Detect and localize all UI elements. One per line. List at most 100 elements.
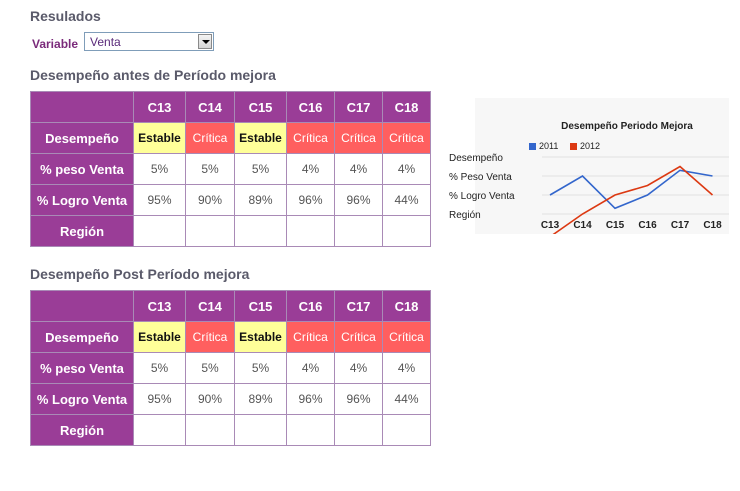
table-cell bbox=[382, 414, 431, 446]
status-cell: Crítica bbox=[334, 321, 383, 353]
table-row: % peso Venta 5% 5% 5% 4% 4% 4% bbox=[30, 352, 431, 384]
table-cell: 5% bbox=[185, 153, 235, 185]
x-tick-label: C16 bbox=[638, 220, 657, 231]
variable-label: Variable bbox=[32, 37, 79, 51]
section-title-post: Desempeño Post Período mejora bbox=[30, 266, 250, 282]
table-cell bbox=[234, 215, 287, 247]
table-cell: 44% bbox=[382, 383, 431, 415]
x-tick-label: C13 bbox=[541, 220, 560, 231]
status-cell: Crítica bbox=[286, 122, 335, 154]
table-cell: 90% bbox=[185, 383, 235, 415]
table-cell: 5% bbox=[185, 352, 235, 384]
status-cell: Estable bbox=[234, 321, 287, 353]
table-before: C13 C14 C15 C16 C17 C18 Desempeño Establ… bbox=[30, 91, 431, 247]
table-row: % Logro Venta 95% 90% 89% 96% 96% 44% bbox=[30, 184, 431, 216]
col-header: C18 bbox=[382, 91, 431, 123]
row-label: % peso Venta bbox=[30, 352, 134, 384]
status-cell: Crítica bbox=[185, 321, 235, 353]
legend-swatch-2012 bbox=[570, 143, 577, 150]
table-row: % Logro Venta 95% 90% 89% 96% 96% 44% bbox=[30, 383, 431, 415]
chevron-down-icon[interactable] bbox=[198, 34, 212, 49]
table-post: C13 C14 C15 C16 C17 C18 Desempeño Establ… bbox=[30, 290, 431, 446]
table-cell bbox=[382, 215, 431, 247]
row-label: % peso Venta bbox=[30, 153, 134, 185]
table-cell: 4% bbox=[334, 153, 383, 185]
table-cell: 4% bbox=[334, 352, 383, 384]
y-tick-label: % Peso Venta bbox=[449, 172, 512, 183]
y-tick-label: Región bbox=[449, 210, 481, 221]
table-cell bbox=[234, 414, 287, 446]
table-cell bbox=[133, 215, 186, 247]
table-row: Región bbox=[30, 215, 431, 247]
y-tick-label: Desempeño bbox=[449, 153, 503, 164]
table-cell: 96% bbox=[334, 383, 383, 415]
chart-svg: Desempeño Periodo Mejora 2011 2012 Desem… bbox=[449, 98, 729, 234]
status-cell: Estable bbox=[234, 122, 287, 154]
col-header: C17 bbox=[334, 91, 383, 123]
section-title-before: Desempeño antes de Período mejora bbox=[30, 67, 276, 83]
y-tick-label: % Logro Venta bbox=[449, 191, 515, 202]
col-header: C18 bbox=[382, 290, 431, 322]
row-label: Desempeño bbox=[30, 321, 134, 353]
chart-background bbox=[475, 98, 729, 234]
table-cell: 4% bbox=[382, 153, 431, 185]
table-cell: 90% bbox=[185, 184, 235, 216]
row-label: Desempeño bbox=[30, 122, 134, 154]
table-cell: 44% bbox=[382, 184, 431, 216]
status-cell: Crítica bbox=[382, 321, 431, 353]
table-cell: 4% bbox=[382, 352, 431, 384]
table-row: Desempeño Estable Crítica Estable Crític… bbox=[30, 122, 431, 154]
status-cell: Estable bbox=[133, 122, 186, 154]
x-tick-label: C15 bbox=[606, 220, 625, 231]
row-label: % Logro Venta bbox=[30, 184, 134, 216]
legend-swatch-2011 bbox=[529, 143, 536, 150]
col-header: C15 bbox=[234, 91, 287, 123]
table-cell bbox=[185, 414, 235, 446]
table-cell bbox=[185, 215, 235, 247]
table-cell: 5% bbox=[133, 153, 186, 185]
row-label: Región bbox=[30, 215, 134, 247]
table-cell bbox=[334, 215, 383, 247]
table-row: Desempeño Estable Crítica Estable Crític… bbox=[30, 321, 431, 353]
table-cell: 95% bbox=[133, 383, 186, 415]
status-cell: Crítica bbox=[334, 122, 383, 154]
table-header-row: C13 C14 C15 C16 C17 C18 bbox=[30, 290, 431, 322]
col-header: C15 bbox=[234, 290, 287, 322]
table-cell bbox=[286, 215, 335, 247]
status-cell: Crítica bbox=[185, 122, 235, 154]
table-corner bbox=[30, 290, 134, 322]
table-cell: 89% bbox=[234, 383, 287, 415]
row-label: Región bbox=[30, 414, 134, 446]
col-header: C13 bbox=[133, 91, 186, 123]
table-cell: 5% bbox=[234, 352, 287, 384]
x-tick-label: C18 bbox=[703, 220, 722, 231]
table-cell: 95% bbox=[133, 184, 186, 216]
status-cell: Crítica bbox=[286, 321, 335, 353]
table-cell: 96% bbox=[286, 184, 335, 216]
table-cell: 5% bbox=[234, 153, 287, 185]
table-cell: 96% bbox=[286, 383, 335, 415]
series-line-2012 bbox=[552, 165, 714, 234]
col-header: C16 bbox=[286, 91, 335, 123]
table-corner bbox=[30, 91, 134, 123]
status-cell: Crítica bbox=[382, 122, 431, 154]
table-cell: 4% bbox=[286, 352, 335, 384]
row-label: % Logro Venta bbox=[30, 383, 134, 415]
status-cell: Estable bbox=[133, 321, 186, 353]
page-title: Resulados bbox=[30, 8, 101, 24]
table-cell: 5% bbox=[133, 352, 186, 384]
performance-chart: Desempeño Periodo Mejora 2011 2012 Desem… bbox=[447, 98, 729, 234]
table-cell bbox=[286, 414, 335, 446]
legend-label-2011: 2011 bbox=[539, 141, 558, 151]
col-header: C17 bbox=[334, 290, 383, 322]
table-row: % peso Venta 5% 5% 5% 4% 4% 4% bbox=[30, 153, 431, 185]
table-cell: 96% bbox=[334, 184, 383, 216]
x-tick-label: C14 bbox=[573, 220, 592, 231]
legend-label-2012: 2012 bbox=[580, 141, 600, 151]
table-cell bbox=[334, 414, 383, 446]
variable-select-value: Venta bbox=[90, 35, 121, 49]
table-header-row: C13 C14 C15 C16 C17 C18 bbox=[30, 91, 431, 123]
table-row: Región bbox=[30, 414, 431, 446]
col-header: C16 bbox=[286, 290, 335, 322]
variable-select[interactable]: Venta bbox=[84, 32, 214, 51]
